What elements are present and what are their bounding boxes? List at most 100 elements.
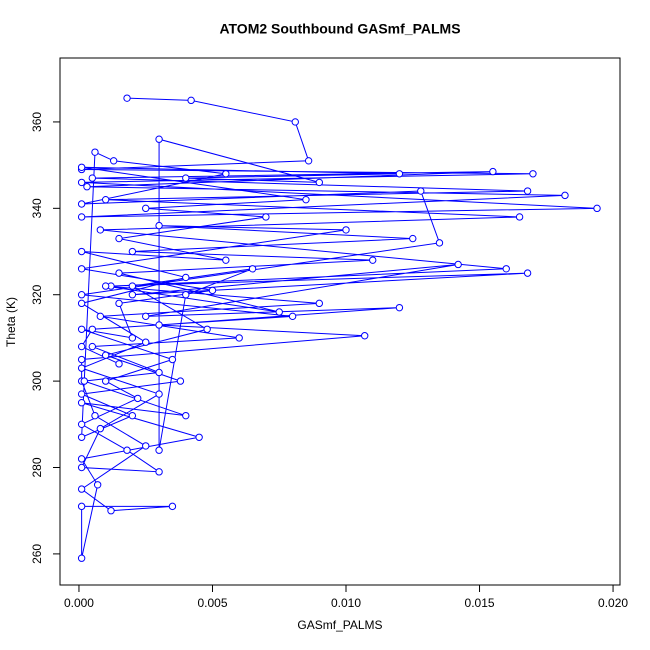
x-tick-label: 0.015	[465, 596, 495, 610]
y-axis-label: Theta (K)	[4, 297, 18, 347]
data-point	[123, 94, 131, 102]
data-point	[155, 390, 163, 398]
data-point	[77, 291, 86, 299]
data-point	[304, 157, 313, 165]
y-tick-label: 340	[30, 198, 44, 218]
data-point	[155, 446, 163, 454]
y-tick-label: 360	[30, 112, 44, 132]
data-point	[593, 204, 601, 213]
data-point	[77, 265, 86, 273]
data-point	[77, 390, 86, 398]
data-point	[134, 394, 142, 403]
data-point	[77, 554, 86, 562]
data-point	[262, 213, 270, 221]
data-point	[155, 468, 163, 476]
data-point	[101, 282, 110, 290]
data-point	[489, 167, 497, 176]
data-point	[77, 485, 86, 493]
data-point	[77, 247, 86, 256]
data-point	[168, 502, 177, 511]
data-point	[182, 174, 190, 182]
data-point	[88, 342, 97, 351]
data-point	[435, 239, 444, 247]
data-point	[115, 269, 123, 277]
data-point	[182, 291, 190, 299]
data-point	[417, 187, 425, 195]
data-point	[142, 204, 150, 213]
plot-frame	[59, 57, 621, 586]
data-point	[77, 399, 86, 407]
data-point	[77, 364, 86, 372]
data-point	[395, 303, 404, 312]
data-point	[77, 325, 86, 333]
data-point	[128, 247, 137, 256]
data-point	[182, 411, 190, 420]
data-point	[77, 463, 86, 472]
data-point	[83, 183, 91, 191]
data-point	[302, 195, 310, 204]
y-tick-label: 300	[30, 371, 44, 391]
data-point	[248, 265, 257, 273]
data-point	[96, 312, 105, 321]
data-point	[77, 213, 86, 221]
data-point	[529, 170, 537, 178]
data-point	[77, 299, 86, 308]
data-point	[93, 481, 102, 489]
data-point	[395, 170, 404, 178]
data-point	[523, 187, 532, 195]
data-point	[288, 312, 297, 321]
data-point	[77, 342, 86, 351]
data-point	[128, 291, 137, 299]
data-point	[77, 178, 86, 187]
data-point	[115, 234, 123, 243]
data-point	[77, 163, 86, 171]
data-point	[88, 174, 97, 182]
y-tick-label: 320	[30, 284, 44, 304]
data-point	[195, 433, 203, 441]
data-point	[77, 433, 86, 441]
x-tick-label: 0.020	[598, 596, 628, 610]
data-point	[109, 157, 118, 165]
data-point	[77, 455, 86, 463]
data-point	[502, 265, 510, 273]
data-point	[80, 377, 89, 385]
y-tick-label: 280	[30, 457, 44, 477]
data-point	[101, 377, 110, 385]
chart-title: ATOM2 Southbound GASmf_PALMS	[219, 21, 460, 37]
data-point	[176, 377, 185, 385]
data-point	[523, 269, 532, 277]
data-point	[77, 420, 86, 429]
data-point	[142, 312, 150, 321]
data-point	[222, 170, 230, 178]
data-point	[369, 256, 377, 264]
x-tick-label: 0.000	[64, 596, 94, 610]
data-point	[128, 282, 137, 290]
data-point	[101, 351, 110, 359]
data-point	[96, 226, 105, 234]
data-line	[79, 97, 598, 559]
data-point	[88, 325, 97, 333]
data-point	[409, 234, 417, 243]
data-point	[96, 424, 105, 433]
data-point	[315, 178, 324, 187]
data-point	[203, 325, 211, 333]
x-tick-label: 0.005	[197, 596, 227, 610]
data-point	[515, 213, 524, 221]
data-point	[142, 442, 150, 450]
data-point	[342, 226, 350, 234]
data-point	[91, 411, 99, 420]
data-point	[107, 507, 115, 515]
data-point	[315, 299, 324, 308]
data-point	[187, 96, 195, 105]
data-point	[155, 135, 163, 143]
data-point	[155, 321, 163, 329]
data-point	[361, 332, 369, 340]
data-point	[91, 148, 99, 156]
x-axis-label: GASmf_PALMS	[297, 618, 382, 632]
data-point	[561, 191, 569, 200]
data-point	[77, 200, 86, 208]
data-point	[123, 446, 131, 454]
data-point	[235, 334, 243, 342]
